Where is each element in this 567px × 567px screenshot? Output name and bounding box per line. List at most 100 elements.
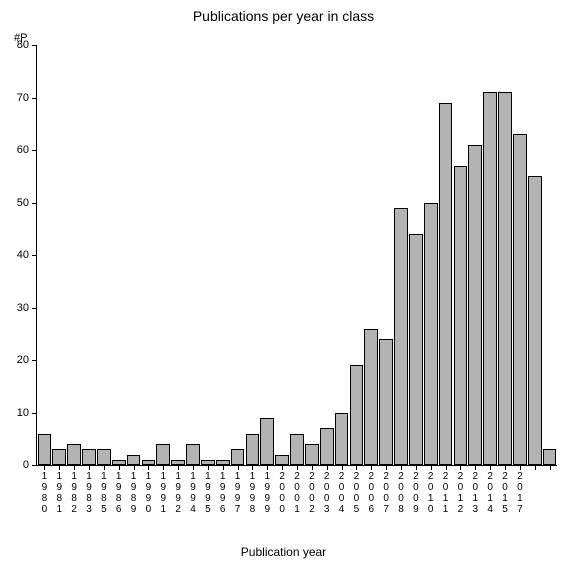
- x-tick-label: 2 0 1 0: [427, 471, 435, 515]
- x-tick-label: 2 0 0 2: [308, 471, 316, 515]
- x-tick-label: 1 9 9 7: [234, 471, 242, 515]
- y-tick-label: 0: [23, 459, 29, 471]
- x-tick-label: 2 0 0 4: [338, 471, 346, 515]
- x-tick: [490, 465, 491, 470]
- y-tick-label: 50: [17, 197, 29, 209]
- x-tick-label: 2 0 0 3: [323, 471, 331, 515]
- y-tick-label: 40: [17, 249, 29, 261]
- plot-area: 010203040506070801 9 8 01 9 8 11 9 8 21 …: [36, 45, 557, 466]
- bar: [468, 145, 482, 465]
- bar: [394, 208, 408, 465]
- x-tick: [505, 465, 506, 470]
- x-tick-label: 2 0 0 5: [352, 471, 360, 515]
- y-tick: [32, 150, 37, 151]
- bar: [246, 434, 260, 466]
- bar: [156, 444, 170, 465]
- x-tick: [208, 465, 209, 470]
- bar: [260, 418, 274, 465]
- bar: [52, 449, 66, 465]
- bar: [275, 455, 289, 466]
- bar: [483, 92, 497, 465]
- x-tick: [460, 465, 461, 470]
- x-tick-label: 1 9 8 3: [85, 471, 93, 515]
- bar: [186, 444, 200, 465]
- x-tick-label: 2 0 1 5: [501, 471, 509, 515]
- x-tick: [520, 465, 521, 470]
- bar: [498, 92, 512, 465]
- x-tick: [163, 465, 164, 470]
- y-tick: [32, 465, 37, 466]
- bar: [82, 449, 96, 465]
- bar: [543, 449, 557, 465]
- bar: [335, 413, 349, 466]
- x-tick: [44, 465, 45, 470]
- y-tick-label: 70: [17, 92, 29, 104]
- bar: [454, 166, 468, 465]
- x-tick: [446, 465, 447, 470]
- bar: [320, 428, 334, 465]
- bar: [127, 455, 141, 466]
- x-tick-label: 1 9 9 6: [219, 471, 227, 515]
- x-tick: [267, 465, 268, 470]
- x-tick: [74, 465, 75, 470]
- y-tick: [32, 255, 37, 256]
- x-tick: [356, 465, 357, 470]
- x-tick: [193, 465, 194, 470]
- x-tick-label: 1 9 8 5: [100, 471, 108, 515]
- bar: [231, 449, 245, 465]
- x-tick: [401, 465, 402, 470]
- x-tick: [431, 465, 432, 470]
- y-tick: [32, 308, 37, 309]
- x-tick-label: 2 0 1 1: [442, 471, 450, 515]
- bar: [67, 444, 81, 465]
- y-tick-label: 80: [17, 39, 29, 51]
- x-tick-label: 2 0 1 2: [456, 471, 464, 515]
- x-tick-label: 1 9 9 8: [248, 471, 256, 515]
- x-tick: [416, 465, 417, 470]
- x-tick-label: 2 0 0 0: [278, 471, 286, 515]
- bar: [305, 444, 319, 465]
- bar: [364, 329, 378, 466]
- x-tick: [238, 465, 239, 470]
- bar: [513, 134, 527, 465]
- x-tick: [178, 465, 179, 470]
- bar: [97, 449, 111, 465]
- y-tick: [32, 203, 37, 204]
- chart-title: Publications per year in class: [0, 8, 567, 24]
- x-tick-label: 1 9 9 5: [204, 471, 212, 515]
- x-tick-label: 2 0 0 1: [293, 471, 301, 515]
- x-tick: [59, 465, 60, 470]
- x-tick: [386, 465, 387, 470]
- bar: [38, 434, 52, 466]
- x-tick: [252, 465, 253, 470]
- y-tick: [32, 360, 37, 361]
- x-tick-label: 1 9 8 0: [40, 471, 48, 515]
- x-tick-label: 1 9 9 4: [189, 471, 197, 515]
- x-tick-label: 1 9 8 1: [55, 471, 63, 515]
- chart-container: Publications per year in class #P 010203…: [0, 0, 567, 567]
- x-tick-label: 2 0 0 8: [397, 471, 405, 515]
- x-tick-label: 1 9 8 9: [130, 471, 138, 515]
- x-tick-label: 2 0 0 6: [367, 471, 375, 515]
- x-tick: [89, 465, 90, 470]
- x-tick-label: 2 0 0 7: [382, 471, 390, 515]
- x-tick-label: 1 9 9 1: [159, 471, 167, 515]
- x-tick: [327, 465, 328, 470]
- y-tick-label: 30: [17, 302, 29, 314]
- x-tick: [104, 465, 105, 470]
- x-tick-label: 1 9 9 0: [144, 471, 152, 515]
- x-tick: [312, 465, 313, 470]
- bar: [528, 176, 542, 465]
- x-tick-label: 2 0 1 3: [471, 471, 479, 515]
- bar: [439, 103, 453, 465]
- x-tick: [371, 465, 372, 470]
- x-axis-label: Publication year: [0, 545, 567, 559]
- x-tick: [535, 465, 536, 470]
- x-tick-label: 1 9 9 2: [174, 471, 182, 515]
- x-tick-label: 1 9 8 6: [115, 471, 123, 515]
- x-tick: [297, 465, 298, 470]
- y-tick-label: 60: [17, 144, 29, 156]
- x-tick: [475, 465, 476, 470]
- bar: [290, 434, 304, 466]
- x-tick-label: 2 0 1 7: [516, 471, 524, 515]
